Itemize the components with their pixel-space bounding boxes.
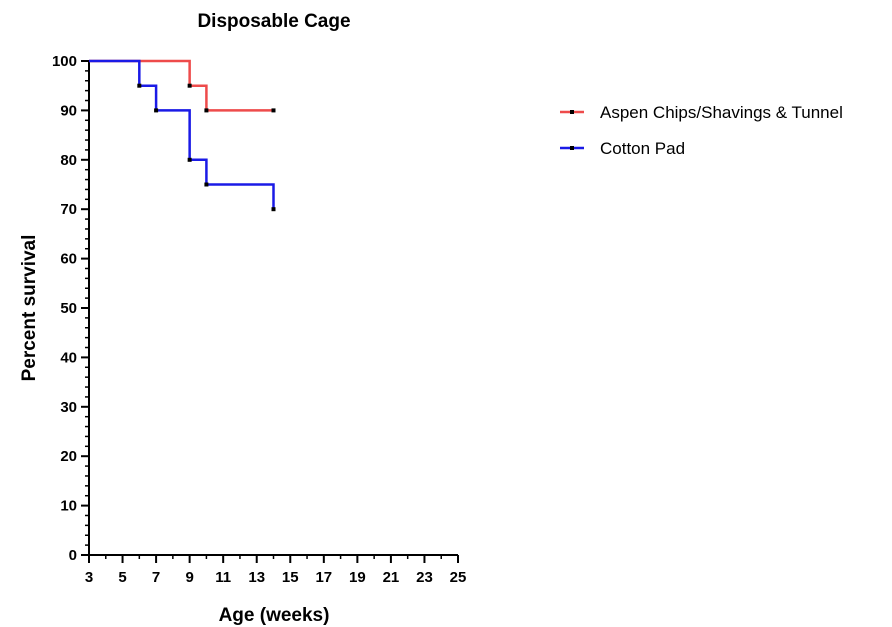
x-tick-label: 19 bbox=[349, 569, 366, 586]
series-line-0 bbox=[89, 59, 274, 112]
x-axis-title: Age (weeks) bbox=[219, 605, 330, 626]
series-layer bbox=[89, 59, 276, 212]
censor-mark bbox=[271, 108, 276, 113]
x-tick-label: 15 bbox=[282, 569, 299, 586]
x-tick-label: 3 bbox=[85, 569, 93, 586]
y-axis-title: Percent survival bbox=[19, 235, 40, 382]
x-tick-label: 25 bbox=[450, 569, 467, 586]
censor-mark bbox=[137, 83, 142, 88]
x-tick-label: 9 bbox=[185, 569, 193, 586]
y-tick-label: 20 bbox=[60, 448, 77, 465]
legend-marker bbox=[570, 146, 574, 150]
y-tick-label: 70 bbox=[60, 201, 77, 218]
censor-mark bbox=[187, 83, 192, 88]
y-tick-label: 60 bbox=[60, 251, 77, 268]
censor-mark bbox=[204, 108, 209, 113]
y-tick-label: 40 bbox=[60, 349, 77, 366]
chart-title: Disposable Cage bbox=[197, 11, 350, 32]
x-tick-label: 17 bbox=[315, 569, 332, 586]
censor-mark bbox=[204, 182, 209, 187]
x-tick-label: 7 bbox=[152, 569, 160, 586]
censor-mark bbox=[187, 157, 192, 162]
censor-mark bbox=[271, 207, 276, 212]
y-tick-label: 100 bbox=[52, 53, 77, 70]
x-tick-label: 11 bbox=[215, 569, 231, 586]
legend-marker bbox=[570, 110, 574, 114]
censor-mark bbox=[154, 108, 159, 113]
legend-label: Cotton Pad bbox=[600, 139, 685, 158]
y-tick-label: 90 bbox=[60, 102, 77, 119]
axes: 0 10 20 30 40 50 60 70 80 90 100 3 5 7 9 11 13 15 17 19 21 23… bbox=[52, 53, 466, 586]
series-line-1 bbox=[89, 59, 275, 210]
y-tick-label: 30 bbox=[60, 399, 77, 416]
x-tick-label: 13 bbox=[248, 569, 265, 586]
y-tick-label: 50 bbox=[60, 300, 77, 317]
x-tick-label: 5 bbox=[118, 569, 126, 586]
legend-label: Aspen Chips/Shavings & Tunnel bbox=[600, 103, 843, 122]
y-tick-label: 80 bbox=[60, 152, 77, 169]
y-tick-label: 10 bbox=[60, 498, 77, 515]
x-tick-label: 21 bbox=[383, 569, 400, 586]
legend: Aspen Chips/Shavings & Tunnel Cotton Pad bbox=[560, 103, 843, 158]
x-tick-label: 23 bbox=[416, 569, 433, 586]
y-tick-label: 0 bbox=[69, 547, 77, 564]
